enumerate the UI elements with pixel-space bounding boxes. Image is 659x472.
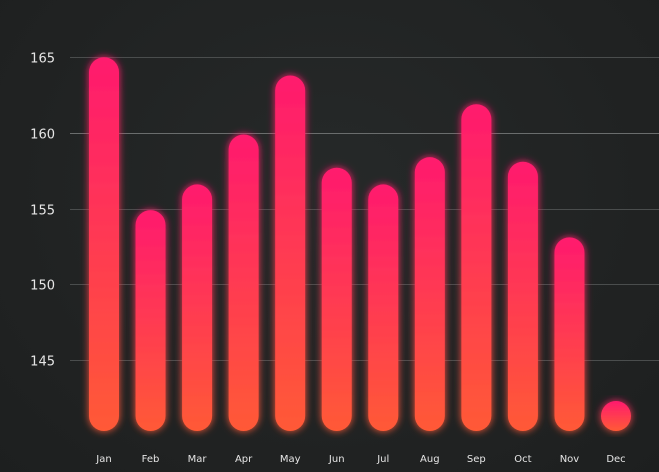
y-tick-label: 160 (30, 128, 55, 143)
x-tick-label-dec: Dec (606, 454, 625, 465)
bar-dec (601, 401, 631, 431)
x-tick-label-may: May (280, 454, 301, 465)
x-tick-label-sep: Sep (467, 454, 486, 465)
y-tick-label: 155 (30, 204, 55, 219)
y-tick-label: 150 (30, 279, 55, 294)
x-tick-label-jul: Jul (376, 454, 389, 465)
y-tick-label: 165 (30, 52, 55, 67)
x-tick-label-mar: Mar (188, 454, 208, 465)
x-tick-label-nov: Nov (560, 454, 580, 465)
y-tick-label: 145 (30, 355, 55, 370)
bar-may (275, 75, 306, 432)
x-tick-label-apr: Apr (235, 454, 253, 465)
bar-jan (89, 57, 119, 432)
x-tick-label-feb: Feb (142, 454, 160, 465)
bar-mar (182, 184, 213, 431)
bar-nov (554, 237, 585, 431)
bar-jun (321, 167, 352, 431)
bar-oct (507, 161, 538, 432)
bars (89, 57, 631, 432)
y-axis-tick-labels: 145 150 155 160 165 (30, 52, 55, 370)
x-tick-label-aug: Aug (420, 454, 440, 465)
x-axis-category-labels: Jan Feb Mar Apr May Jun Jul Aug Sep Oct Nov Dec (95, 454, 625, 465)
bar-feb (135, 210, 166, 431)
x-tick-label-oct: Oct (514, 454, 531, 465)
x-tick-label-jan: Jan (95, 454, 111, 465)
bar-apr (228, 134, 259, 432)
bar-aug (414, 157, 445, 431)
bar-sep (461, 104, 492, 431)
x-tick-label-jun: Jun (328, 454, 345, 465)
bar-jul (368, 184, 399, 431)
